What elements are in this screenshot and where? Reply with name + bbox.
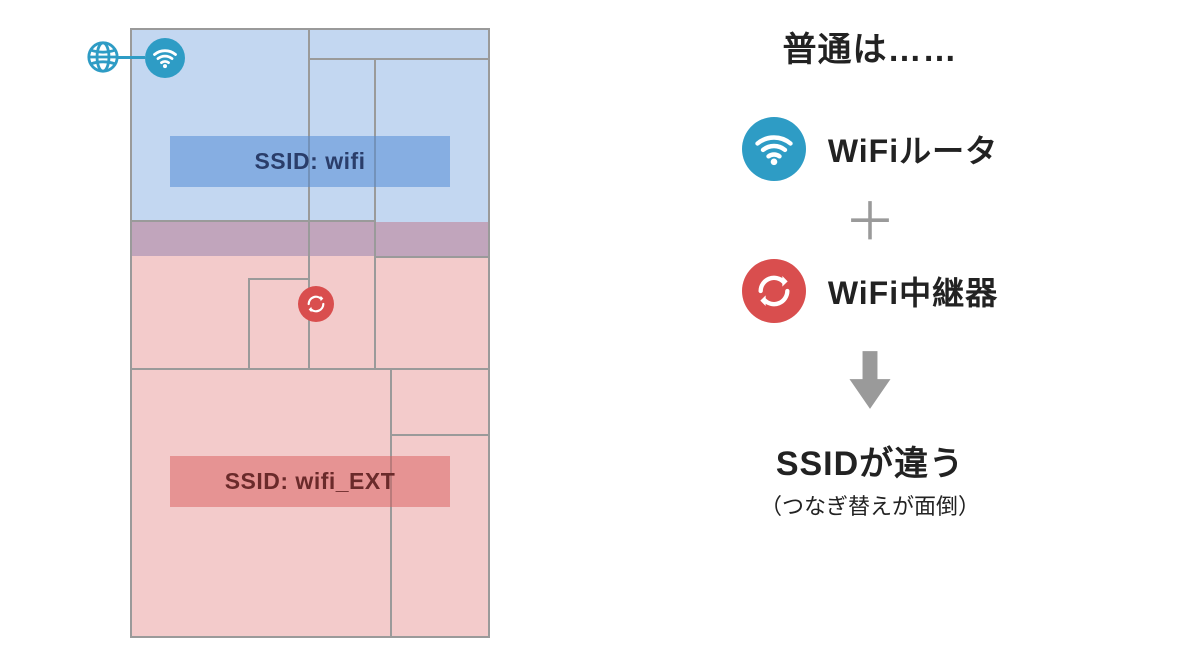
zone-wifi-ext xyxy=(132,222,488,636)
repeat-icon xyxy=(305,293,327,315)
globe-connector xyxy=(117,56,145,59)
legend-router-label: WiFiルータ xyxy=(828,126,998,172)
wifi-icon xyxy=(752,127,796,171)
wall xyxy=(374,256,490,258)
wall xyxy=(374,58,376,370)
conclusion-sub: （つなぎ替えが面倒） xyxy=(760,489,980,521)
legend-repeater: WiFi中継器 xyxy=(742,259,998,323)
arrow-down-icon xyxy=(842,347,898,418)
floorplan: SSID: wifi SSID: wifi_EXT xyxy=(130,28,490,638)
wall xyxy=(130,220,308,222)
wall xyxy=(130,368,490,370)
right-column: 普通は…… WiFiルータ ＋ WiFi中継器 SSIDが違う （つなぎ替えが面… xyxy=(600,22,1140,521)
conclusion: SSIDが違う xyxy=(776,436,964,485)
legend-router-icon xyxy=(742,117,806,181)
wall xyxy=(390,434,490,436)
wall xyxy=(248,278,250,370)
wall xyxy=(308,58,490,60)
repeat-icon xyxy=(754,271,794,311)
ssid-wifi-label: SSID: wifi xyxy=(170,136,450,187)
wifi-icon xyxy=(151,44,179,72)
legend-repeater-label: WiFi中継器 xyxy=(828,268,998,314)
wall xyxy=(308,28,310,120)
plus-symbol: ＋ xyxy=(844,197,896,249)
wall xyxy=(248,278,310,280)
zone-overlap xyxy=(132,222,488,256)
title: 普通は…… xyxy=(783,22,958,71)
router-badge xyxy=(145,38,185,78)
repeater-badge xyxy=(298,286,334,322)
legend-router: WiFiルータ xyxy=(742,117,998,181)
legend-repeater-icon xyxy=(742,259,806,323)
wall xyxy=(308,220,376,222)
globe-icon xyxy=(86,40,120,74)
ssid-wifi-ext-label: SSID: wifi_EXT xyxy=(170,456,450,507)
